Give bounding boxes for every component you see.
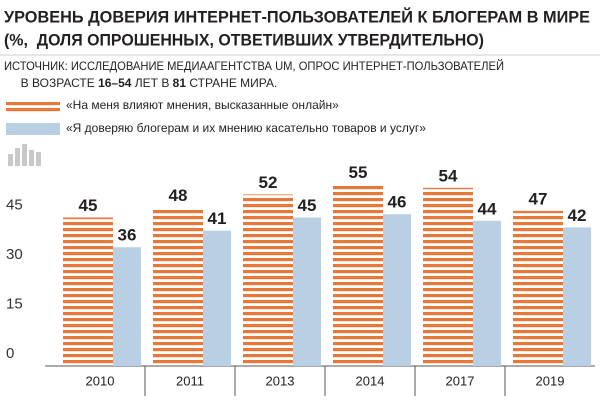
x-tick-label: 2010 xyxy=(86,373,115,388)
bar xyxy=(563,227,591,366)
value-label: 55 xyxy=(349,163,368,182)
bar xyxy=(333,184,383,366)
x-tick-label: 2017 xyxy=(446,373,475,388)
value-label: 47 xyxy=(529,189,548,208)
y-tick-label: 30 xyxy=(6,246,23,263)
bar xyxy=(383,214,411,366)
y-tick-label: 45 xyxy=(6,196,23,213)
x-tick-label: 2011 xyxy=(176,373,204,388)
source-part: ЛЕТ В xyxy=(131,76,172,90)
bar-icon xyxy=(8,144,41,166)
bar xyxy=(203,230,231,366)
value-label: 42 xyxy=(568,206,587,225)
bar xyxy=(423,187,473,366)
value-label: 48 xyxy=(169,186,188,205)
legend-label: «Я доверяю блогерам и их мнению касатель… xyxy=(66,121,426,135)
legend-label: «На меня влияют мнения, высказанные онла… xyxy=(66,98,339,112)
legend-swatch xyxy=(6,123,60,135)
source: В ВОЗРАСТЕ 16–54 ЛЕТ В 81 СТРАНЕ МИРА. xyxy=(4,76,287,90)
source-part: СТРАНЕ МИРА. xyxy=(186,76,277,90)
value-label: 52 xyxy=(259,173,278,192)
source-part: 16–54 xyxy=(98,76,132,90)
value-label: 36 xyxy=(118,226,137,245)
x-tick-label: 2013 xyxy=(266,373,295,388)
y-tick-label: 0 xyxy=(6,345,14,362)
x-tick-label: 2014 xyxy=(356,373,385,388)
bar xyxy=(293,217,321,366)
value-label: 46 xyxy=(388,193,407,212)
bar xyxy=(243,194,293,366)
x-tick-label: 2019 xyxy=(536,373,565,388)
value-label: 45 xyxy=(298,196,317,215)
bar xyxy=(513,210,563,366)
source-part: В ВОЗРАСТЕ xyxy=(21,76,98,90)
bar xyxy=(153,207,203,366)
bar xyxy=(473,220,501,366)
bar xyxy=(113,247,141,366)
chart-title: (%, ДОЛЯ ОПРОШЕННЫХ, ОТВЕТИВШИХ УТВЕРДИТ… xyxy=(4,30,484,49)
value-label: 45 xyxy=(79,196,98,215)
bar xyxy=(63,217,113,366)
value-label: 54 xyxy=(439,166,458,185)
y-tick-label: 15 xyxy=(6,295,23,312)
value-label: 41 xyxy=(208,209,227,228)
value-label: 44 xyxy=(478,199,497,218)
chart-title: УРОВЕНЬ ДОВЕРИЯ ИНТЕРНЕТ-ПОЛЬЗОВАТЕЛЕЙ К… xyxy=(4,7,590,26)
source-part: 81 xyxy=(173,76,187,90)
legend-swatch xyxy=(6,100,60,112)
source: ИСТОЧНИК: ИССЛЕДОВАНИЕ МЕДИААГЕНТСТВА UM… xyxy=(4,58,504,73)
